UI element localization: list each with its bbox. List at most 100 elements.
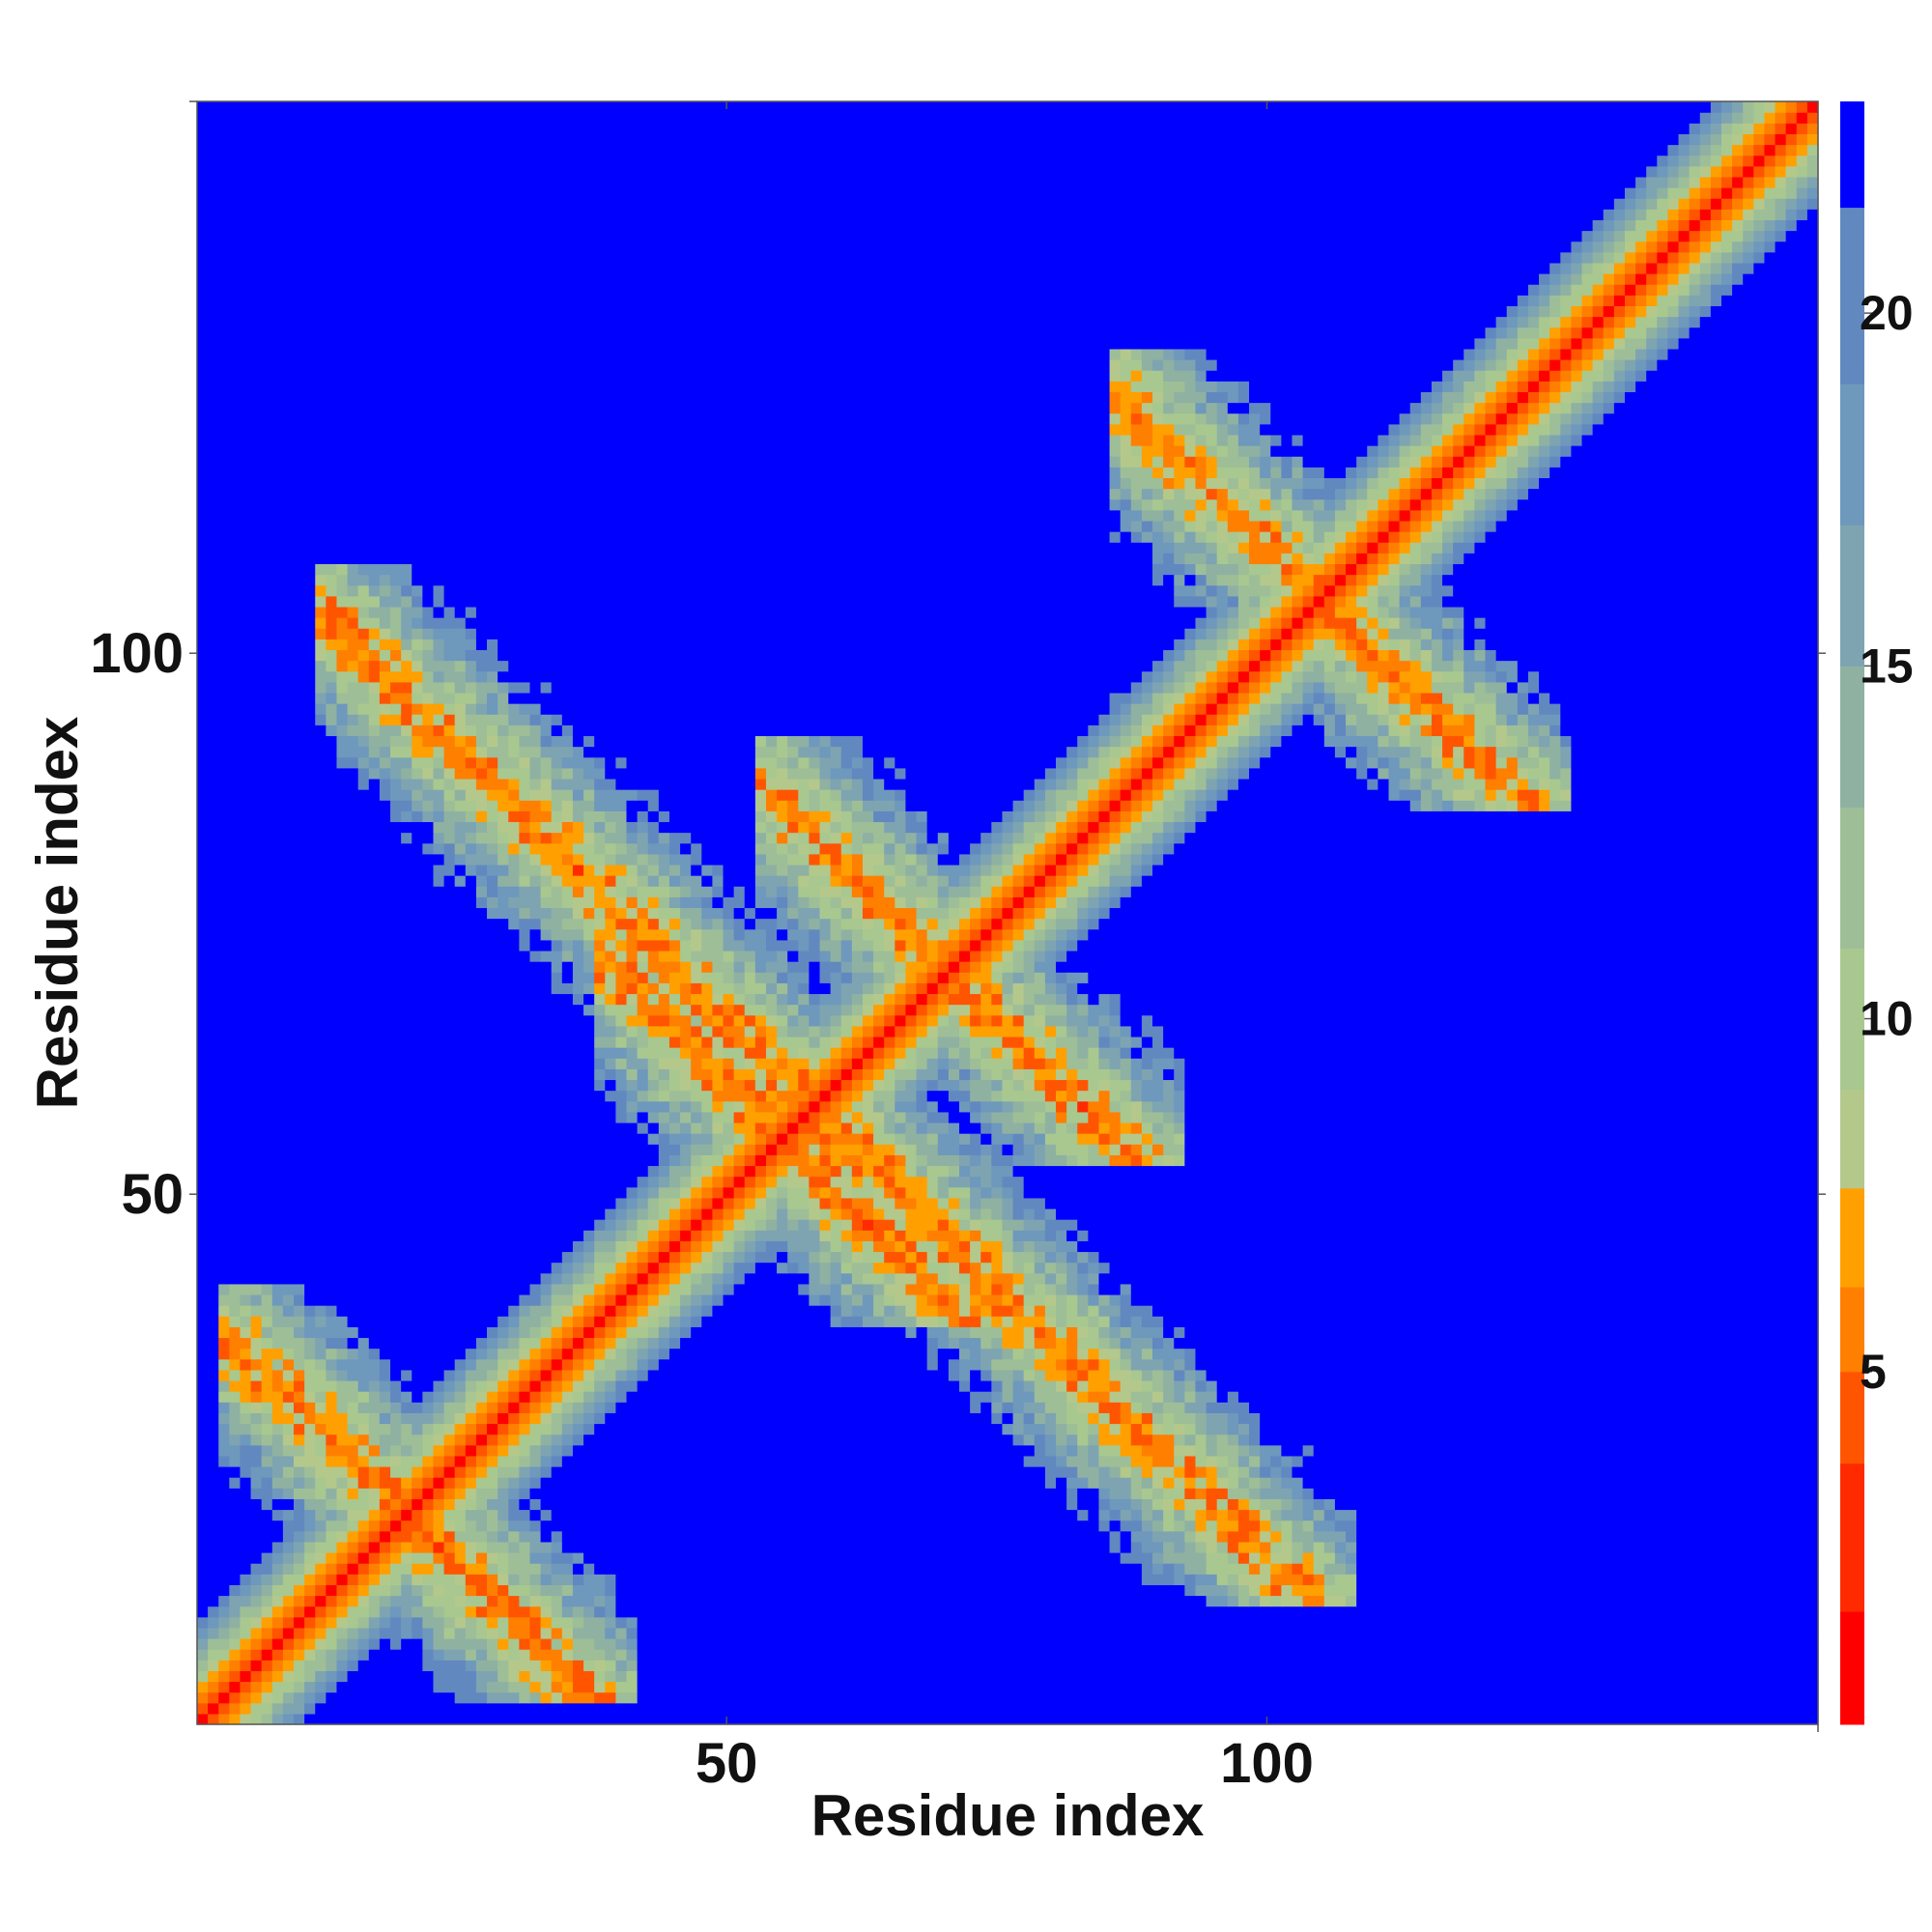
- heatmap-cell: [347, 703, 359, 715]
- heatmap-cell: [1141, 520, 1153, 532]
- heatmap-cell: [798, 875, 810, 887]
- heatmap-cell: [626, 1219, 639, 1231]
- heatmap-cell: [433, 1412, 445, 1425]
- heatmap-cell: [1302, 606, 1315, 618]
- heatmap-cell: [1077, 1305, 1089, 1317]
- heatmap-cell: [1034, 1133, 1046, 1145]
- heatmap-cell: [551, 1691, 563, 1704]
- heatmap-cell: [1098, 735, 1111, 748]
- heatmap-cell: [754, 950, 778, 962]
- heatmap-cell: [282, 1649, 295, 1661]
- heatmap-cell: [1206, 542, 1218, 554]
- heatmap-cell: [1388, 628, 1422, 639]
- heatmap-cell: [637, 982, 649, 995]
- heatmap-cell: [754, 961, 767, 973]
- heatmap-cell: [1184, 1068, 1819, 1081]
- heatmap-cell: [701, 961, 713, 973]
- heatmap-cell: [723, 939, 746, 952]
- heatmap-cell: [1571, 735, 1819, 748]
- heatmap-cell: [497, 1316, 509, 1327]
- heatmap-cell: [487, 756, 498, 769]
- heatmap-cell: [390, 1488, 402, 1499]
- heatmap-cell: [658, 1326, 670, 1339]
- heatmap-cell: [1527, 735, 1540, 748]
- heatmap-cell: [1044, 1090, 1057, 1102]
- heatmap-cell: [551, 681, 1132, 694]
- heatmap-cell: [1270, 746, 1336, 758]
- heatmap-cell: [637, 1348, 649, 1360]
- heatmap-cell: [1044, 1047, 1057, 1059]
- heatmap-cell: [980, 1358, 992, 1371]
- heatmap-cell: [1388, 714, 1401, 725]
- heatmap-cell: [615, 939, 628, 952]
- heatmap-cell: [1249, 1434, 1261, 1446]
- heatmap-cell: [691, 1133, 714, 1145]
- heatmap-cell: [240, 1637, 252, 1650]
- heatmap-cell: [830, 1230, 842, 1241]
- heatmap-cell: [412, 1563, 435, 1575]
- heatmap-cell: [529, 756, 542, 769]
- heatmap-cell: [819, 1208, 832, 1220]
- heatmap-cell: [798, 1262, 810, 1274]
- heatmap-cell: [240, 1434, 252, 1446]
- heatmap-cell: [433, 1391, 445, 1403]
- heatmap-cell: [401, 1412, 435, 1425]
- heatmap-cell: [840, 1068, 853, 1081]
- heatmap-cell: [701, 1293, 713, 1306]
- heatmap-cell: [691, 832, 756, 844]
- heatmap-cell: [1260, 1520, 1271, 1532]
- heatmap-cell: [862, 1240, 874, 1253]
- heatmap-cell: [412, 1584, 423, 1597]
- heatmap-cell: [873, 1230, 885, 1241]
- heatmap-cell: [594, 993, 606, 1006]
- heatmap-cell: [326, 1605, 338, 1618]
- heatmap-cell: [551, 1541, 563, 1553]
- heatmap-cell: [271, 1595, 284, 1607]
- heatmap-cell: [1399, 606, 1411, 618]
- heatmap-cell: [271, 1616, 284, 1629]
- heatmap-cell: [1442, 724, 1475, 737]
- heatmap-cell: [733, 1036, 746, 1048]
- heatmap-cell: [572, 907, 584, 920]
- heatmap-cell: [1066, 1251, 1078, 1264]
- heatmap-cell: [1130, 1369, 1143, 1381]
- heatmap-cell: [508, 724, 531, 737]
- heatmap-cell: [1109, 1488, 1132, 1499]
- heatmap-cell: [433, 1509, 445, 1521]
- heatmap-cell: [271, 1660, 284, 1671]
- heatmap-cell: [647, 1369, 950, 1381]
- heatmap-cell: [422, 1444, 435, 1457]
- heatmap-cell: [1174, 1520, 1185, 1532]
- heatmap-cell: [1044, 1423, 1057, 1435]
- heatmap-cell: [326, 714, 338, 725]
- heatmap-cell: [1346, 574, 1357, 586]
- heatmap-cell: [765, 789, 778, 801]
- heatmap-cell: [1023, 1133, 1036, 1145]
- heatmap-cell: [1560, 756, 1573, 769]
- heatmap-cell: [1109, 800, 1122, 811]
- heatmap-cell: [1163, 714, 1175, 725]
- heatmap-cell: [1463, 606, 1819, 618]
- heatmap-cell: [1034, 789, 1046, 801]
- heatmap-cell: [1388, 617, 1401, 629]
- heatmap-cell: [594, 842, 606, 855]
- heatmap-cell: [754, 1197, 767, 1209]
- heatmap-cell: [1077, 1100, 1089, 1113]
- heatmap-cell: [680, 1208, 692, 1220]
- heatmap-cell: [958, 1122, 981, 1134]
- heatmap-cell: [508, 1520, 531, 1532]
- heatmap-cell: [626, 1316, 639, 1327]
- heatmap-cell: [1066, 972, 1089, 983]
- heatmap-cell: [1270, 1541, 1282, 1553]
- heatmap-cell: [723, 1240, 735, 1253]
- heatmap-cell: [261, 1402, 273, 1413]
- heatmap-cell: [1098, 1014, 1111, 1027]
- heatmap-cell: [1077, 1047, 1089, 1059]
- heatmap-cell: [1002, 1412, 1014, 1425]
- heatmap-cell: [605, 1574, 616, 1585]
- heatmap-cell: [422, 1434, 435, 1446]
- heatmap-cell: [1195, 639, 1218, 651]
- heatmap-cell: [605, 939, 616, 952]
- heatmap-cell: [1292, 1551, 1304, 1564]
- heatmap-cell: [905, 1014, 918, 1027]
